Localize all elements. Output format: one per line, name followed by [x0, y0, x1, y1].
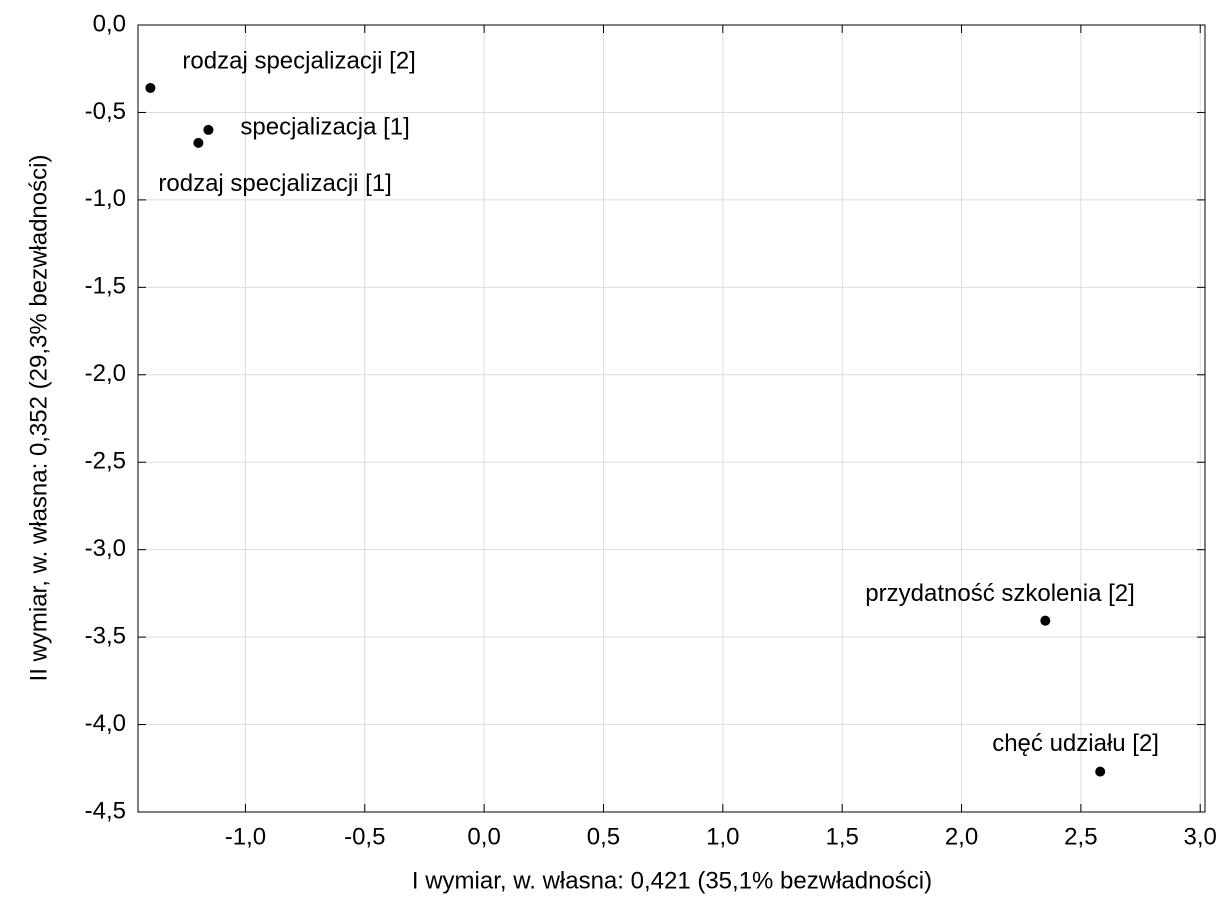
- x-axis-title: I wymiar, w. własna: 0,421 (35,1% bezwła…: [412, 867, 932, 894]
- y-tick-label: -1,5: [85, 273, 126, 300]
- point-label: rodzaj specjalizacji [1]: [158, 170, 391, 197]
- point: [145, 82, 156, 93]
- x-tick-label: 1,5: [825, 823, 858, 850]
- y-tick-label: -0,5: [85, 98, 126, 125]
- y-tick-label: -4,0: [85, 710, 126, 737]
- point-label: rodzaj specjalizacji [2]: [182, 47, 415, 74]
- y-tick-label: -2,0: [85, 360, 126, 387]
- y-tick-label: 0,0: [93, 10, 126, 37]
- point: [193, 137, 204, 148]
- x-tick-label: 2,5: [1064, 823, 1097, 850]
- y-tick-label: -3,5: [85, 622, 126, 649]
- x-tick-label: 0,0: [467, 823, 500, 850]
- x-tick-label: 2,0: [945, 823, 978, 850]
- point-label: specjalizacja [1]: [240, 113, 409, 140]
- point: [203, 124, 214, 135]
- x-tick-label: -1,0: [225, 823, 266, 850]
- point: [1095, 766, 1106, 777]
- y-tick-label: -3,0: [85, 535, 126, 562]
- y-tick-label: -4,5: [85, 797, 126, 824]
- x-tick-label: -0,5: [344, 823, 385, 850]
- y-tick-label: -2,5: [85, 448, 126, 475]
- y-axis-title: II wymiar, w. własna: 0,352 (29,3% bezwł…: [25, 155, 52, 682]
- point-label: przydatność szkolenia [2]: [865, 580, 1134, 607]
- point: [1040, 615, 1051, 626]
- y-tick-label: -1,0: [85, 185, 126, 212]
- x-tick-label: 3,0: [1184, 823, 1217, 850]
- x-tick-label: 1,0: [706, 823, 739, 850]
- plot-frame: [137, 24, 1206, 813]
- x-tick-label: 0,5: [587, 823, 620, 850]
- point-label: chęć udziału [2]: [992, 730, 1159, 757]
